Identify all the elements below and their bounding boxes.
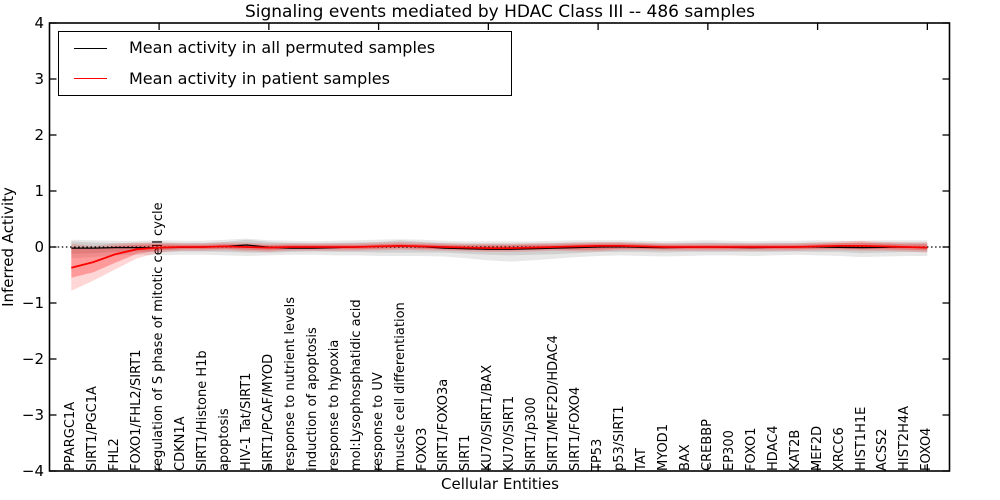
x-tick-label: SIRT1/PGC1A — [85, 386, 101, 471]
x-tick-label: XRCC6 — [831, 427, 847, 471]
x-tick-label: response to hypoxia — [326, 339, 342, 471]
x-tick-label: SIRT1/Histone H1b — [195, 350, 210, 471]
legend: Mean activity in all permuted samples Me… — [58, 31, 512, 96]
x-tick-label: response to UV — [370, 372, 386, 471]
x-tick-label: HIST1H1E — [853, 406, 869, 471]
x-tick-label: PPARGC1A — [63, 401, 79, 471]
x-tick-label: p53/SIRT1 — [612, 405, 628, 471]
y-tick-label: 1 — [34, 182, 44, 200]
x-tick-label: induction of apoptosis — [304, 327, 320, 471]
y-tick-label: −4 — [21, 462, 44, 480]
x-tick-label: TP53 — [590, 438, 606, 471]
x-tick-label: SIRT1/PCAF/MYOD — [260, 353, 276, 471]
x-tick-label: KAT2B — [787, 429, 803, 471]
legend-label: Mean activity in all permuted samples — [129, 38, 436, 58]
y-tick-label: −3 — [21, 406, 44, 424]
x-tick-label: response to nutrient levels — [282, 296, 298, 471]
band-permuted-range-outer — [71, 238, 928, 262]
x-tick-label: HIST2H4A — [897, 405, 913, 471]
x-tick-label: MYOD1 — [655, 424, 671, 471]
x-tick-label: FOXO4 — [919, 427, 935, 471]
x-tick-label: CREBBP — [699, 419, 715, 471]
x-tick-label: FOXO1 — [743, 427, 759, 471]
legend-line-red — [74, 78, 107, 80]
legend-label: Mean activity in patient samples — [129, 68, 390, 88]
chart-title: Signaling events mediated by HDAC Class … — [244, 2, 756, 22]
x-tick-label: HIV-1 Tat/SIRT1 — [238, 372, 254, 471]
x-tick-label: FHL2 — [107, 438, 123, 471]
legend-line-black — [74, 47, 107, 49]
y-tick-label: 2 — [34, 126, 44, 144]
x-tick-label: FOXO3 — [414, 427, 430, 471]
band-permuted-std-inner — [71, 239, 928, 256]
x-tick-label: SIRT1/MEF2D/HDAC4 — [546, 335, 562, 471]
x-tick-label: BAX — [677, 444, 693, 471]
x-tick-label: HDAC4 — [765, 425, 781, 471]
x-tick-label: MEF2D — [809, 425, 825, 471]
y-tick-label: −2 — [21, 350, 44, 368]
series-line-patient — [71, 244, 928, 269]
x-tick-label: regulation of S phase of mitotic cell cy… — [151, 202, 167, 471]
x-tick-label: ACSS2 — [875, 428, 891, 471]
x-tick-label: FOXO1/FHL2/SIRT1 — [129, 349, 145, 471]
x-axis-label: Cellular Entities — [441, 475, 559, 493]
series-lines — [71, 244, 928, 269]
x-tick-label: KU70/SIRT1 — [502, 396, 518, 471]
x-tick-label: mol:Lysophosphatidic acid — [348, 299, 364, 471]
series-line-permuted — [71, 244, 928, 250]
x-tick-label: KU70/SIRT1/BAX — [480, 364, 496, 471]
x-tick-label: EP300 — [721, 430, 737, 471]
x-tick-label: SIRT1/p300 — [524, 397, 540, 471]
x-tick-label: SIRT1/FOXO4 — [568, 386, 584, 471]
x-tick-label: apoptosis — [216, 408, 232, 471]
x-tick-label: SIRT1 — [458, 434, 474, 471]
y-tick-label: 0 — [34, 238, 44, 256]
band-patient-std-inner — [71, 242, 928, 278]
y-tick-label: 3 — [34, 70, 44, 88]
x-tick-label: TAT — [634, 448, 649, 471]
confidence-bands — [71, 238, 928, 291]
x-tick-label: CDKN1A — [173, 416, 189, 471]
x-tick-label: muscle cell differentiation — [392, 302, 408, 471]
x-tick-label: SIRT1/FOXO3a — [436, 378, 452, 471]
legend-item-permuted: Mean activity in all permuted samples — [59, 34, 511, 62]
y-tick-label: −1 — [21, 294, 44, 312]
band-patient-range-outer — [71, 240, 928, 291]
y-tick-label: 4 — [34, 14, 44, 32]
legend-item-patient: Mean activity in patient samples — [59, 65, 511, 93]
